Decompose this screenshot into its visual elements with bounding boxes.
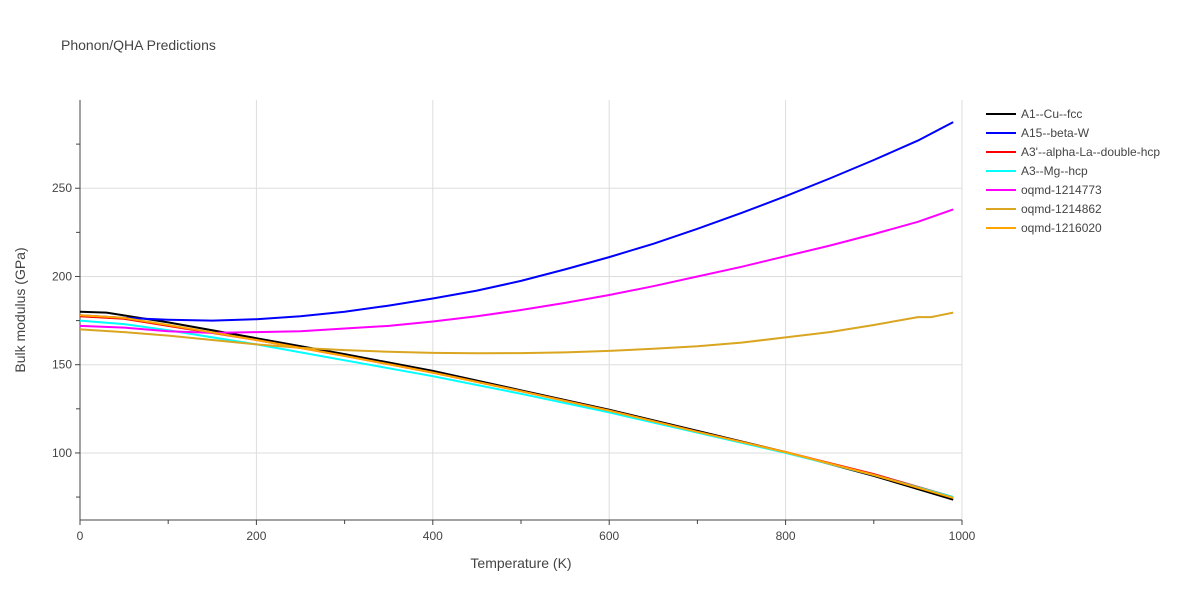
y-axis-title: Bulk modulus (GPa) [12, 247, 28, 372]
y-tick-label: 100 [52, 446, 72, 460]
legend-label: oqmd-1214773 [1021, 183, 1102, 197]
axes [75, 100, 963, 525]
chart-title: Phonon/QHA Predictions [61, 37, 216, 53]
legend-label: oqmd-1216020 [1021, 221, 1102, 235]
x-axis-title: Temperature (K) [470, 555, 571, 571]
series-line [79, 314, 954, 499]
series-line [79, 319, 954, 499]
series-line [79, 121, 954, 322]
y-tick-label: 250 [52, 181, 72, 195]
x-tick-label: 0 [77, 529, 84, 543]
y-tick-label: 200 [52, 269, 72, 283]
series-lines [79, 121, 954, 501]
legend-label: A15--beta-W [1021, 126, 1090, 140]
legend: A1--Cu--fcc A15--beta-W A3'--alpha-La--dou… [986, 107, 1160, 235]
x-tick-label: 600 [599, 529, 619, 543]
legend-label: oqmd-1214862 [1021, 202, 1102, 216]
legend-label: A1--Cu--fcc [1021, 107, 1082, 121]
x-tick-labels: 0 200 400 600 800 1000 [77, 529, 976, 543]
x-tick-label: 400 [423, 529, 443, 543]
y-tick-label: 150 [52, 358, 72, 372]
x-tick-label: 800 [776, 529, 796, 543]
grid [80, 100, 963, 520]
series-line [79, 208, 954, 334]
series-line [79, 315, 954, 499]
x-tick-label: 1000 [949, 529, 976, 543]
series-line [79, 311, 954, 355]
legend-label: A3--Mg--hcp [1021, 164, 1088, 178]
x-tick-label: 200 [246, 529, 266, 543]
legend-label: A3'--alpha-La--double-hcp [1021, 145, 1160, 159]
y-tick-labels: 100 150 200 250 [52, 181, 72, 460]
